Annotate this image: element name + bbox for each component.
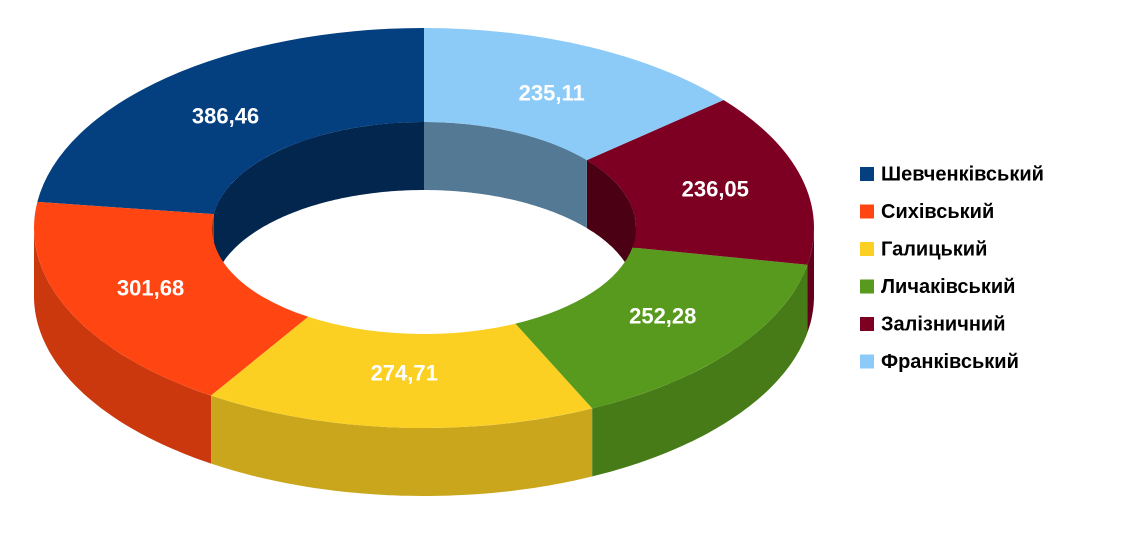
legend-label: Личаківський [881,276,1015,298]
donut-slice [424,28,724,161]
outer-side [592,264,808,477]
value-label: 235,11 [519,81,585,106]
donut-slice [515,247,808,409]
value-label: 386,46 [192,103,259,128]
donut-slice [211,316,593,429]
legend-label: Галицький [881,238,987,260]
value-label: 274,71 [371,360,438,385]
value-label: 301,68 [117,275,184,300]
value-label: 236,05 [682,177,749,202]
legend-swatch [860,279,874,294]
donut-slice [33,201,309,396]
donut-slice [586,99,814,265]
legend-swatch [860,242,874,256]
legend-swatch [860,167,874,181]
legend-label: Сихівський [881,201,994,223]
legend-swatch [860,204,874,219]
value-label: 252,28 [629,303,696,328]
legend-swatch [860,317,874,331]
donut-slice [37,28,425,215]
outer-side [34,229,212,464]
legend-label: Залізничний [881,313,1006,335]
inner-wall [586,160,636,296]
outer-side [211,395,593,496]
legend-swatch [860,354,874,369]
legend-label: Шевченківський [881,163,1044,185]
outer-side [807,230,814,333]
legend-label: Франківський [881,351,1019,373]
inner-wall [213,122,424,283]
inner-wall [424,122,587,229]
